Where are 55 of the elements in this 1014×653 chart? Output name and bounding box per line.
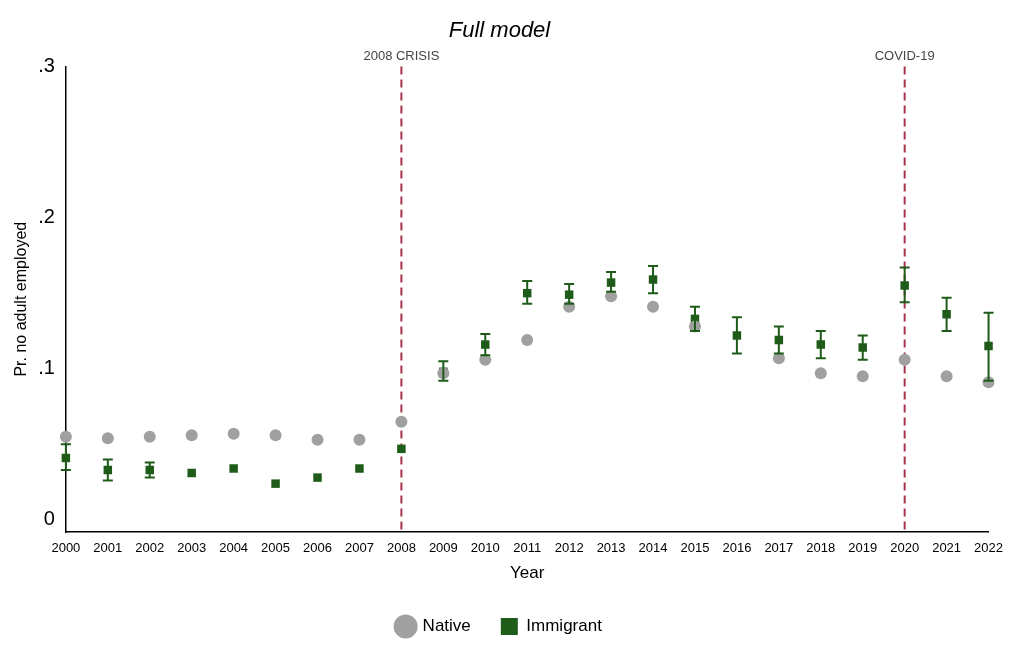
point [311, 433, 324, 446]
x-tick-label: 2005 [261, 540, 291, 556]
point [269, 429, 282, 442]
point [647, 300, 660, 313]
point [395, 415, 408, 428]
ref-line-label: COVID-19 [874, 48, 935, 64]
y-tick-label: .2 [38, 205, 55, 228]
x-tick-label: 2013 [596, 540, 626, 556]
x-tick-label: 2014 [638, 540, 668, 556]
point [856, 370, 869, 383]
point [227, 427, 240, 440]
point [397, 444, 406, 454]
chart-title: Full model [448, 17, 552, 43]
x-tick-label: 2006 [303, 540, 332, 556]
point [940, 370, 953, 383]
x-tick-label: 2012 [554, 540, 584, 556]
point [814, 367, 827, 380]
point [313, 473, 322, 482]
x-tick-label: 2011 [513, 540, 542, 556]
y-axis-title: Pr. no adult employed [12, 221, 30, 377]
point [59, 430, 72, 443]
point [521, 334, 534, 347]
y-tick-label: .1 [38, 356, 55, 379]
y-tick-label: .3 [38, 53, 55, 76]
point [187, 468, 196, 478]
legend-label: Native [422, 616, 471, 636]
x-tick-label: 2020 [890, 540, 920, 556]
point [271, 479, 280, 488]
point [898, 353, 911, 366]
y-tick-label: 0 [43, 507, 55, 530]
x-tick-label: 2002 [135, 540, 165, 556]
x-tick-label: 2015 [680, 540, 710, 556]
x-tick-label: 2009 [428, 540, 458, 556]
ref-line-label: 2008 CRISIS [363, 48, 440, 64]
x-tick-label: 2021 [932, 540, 962, 556]
x-tick-label: 2004 [219, 540, 249, 556]
x-tick-label: 2008 [386, 540, 416, 556]
x-tick-label: 2001 [93, 540, 123, 556]
x-tick-label: 2000 [51, 540, 81, 556]
point [185, 429, 198, 442]
x-tick-label: 2007 [344, 540, 374, 556]
legend-label: Immigrant [526, 616, 603, 636]
point [355, 464, 364, 473]
x-axis-title: Year [510, 563, 545, 583]
point [143, 430, 156, 443]
x-tick-label: 2016 [722, 540, 752, 556]
x-tick-label: 2018 [806, 540, 836, 556]
x-tick-label: 2003 [177, 540, 207, 556]
point [101, 432, 114, 445]
point [353, 433, 366, 446]
x-tick-label: 2010 [470, 540, 500, 556]
point [229, 464, 238, 473]
x-tick-label: 2022 [974, 540, 1003, 556]
x-tick-label: 2019 [848, 540, 878, 556]
x-tick-label: 2017 [764, 540, 794, 556]
